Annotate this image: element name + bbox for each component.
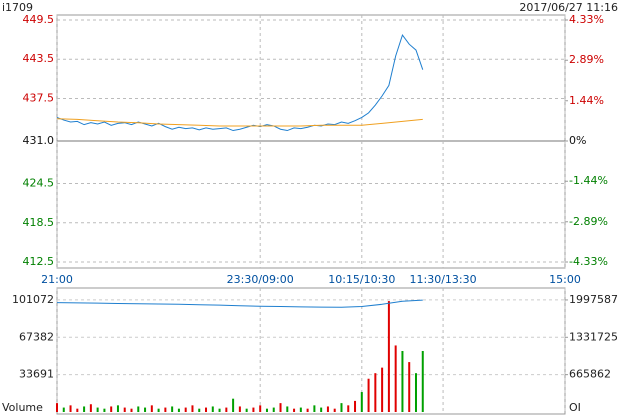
- volume-bar: [401, 351, 404, 412]
- y-tick-label: 67382: [19, 330, 54, 343]
- volume-bar: [89, 404, 92, 412]
- volume-bar: [191, 405, 194, 412]
- volume-bar: [333, 408, 336, 412]
- volume-bar: [69, 405, 72, 412]
- volume-bar: [245, 408, 248, 412]
- volume-bar: [205, 407, 208, 412]
- volume-label: Volume: [2, 401, 43, 414]
- volume-bar: [326, 406, 329, 412]
- y-tick-label: 418.5: [23, 216, 55, 229]
- y2-tick-label: -4.33%: [569, 255, 608, 268]
- datetime: 2017/06/27 11:16: [519, 1, 618, 14]
- volume-bar: [218, 408, 221, 412]
- volume-bar: [360, 392, 363, 412]
- volume-bar: [306, 408, 309, 412]
- x-tick-label: 21:00: [41, 273, 73, 286]
- volume-bar: [171, 406, 174, 412]
- y-tick-label: 424.5: [23, 177, 55, 190]
- volume-bar: [414, 373, 417, 412]
- volume-bar: [103, 408, 106, 412]
- volume-bar: [272, 407, 275, 412]
- volume-bar: [96, 407, 99, 412]
- volume-bar: [408, 362, 411, 412]
- volume-bar: [76, 408, 79, 412]
- volume-bar: [83, 406, 86, 412]
- volume-bar: [157, 408, 160, 412]
- x-tick-label: 10:15/10:30: [328, 273, 395, 286]
- x-tick-label: 15:00: [549, 273, 581, 286]
- y-tick-label: 431.0: [23, 134, 55, 147]
- volume-bar: [116, 405, 119, 412]
- volume-bar: [381, 367, 384, 412]
- y2-tick-label: 2.89%: [569, 53, 604, 66]
- volume-bar: [130, 408, 133, 412]
- volume-bar: [293, 408, 296, 412]
- symbol: i1709: [2, 1, 33, 14]
- volume-bar: [340, 403, 343, 412]
- y-tick-label: 449.5: [23, 13, 55, 26]
- y2-tick-label: 0%: [569, 134, 586, 147]
- volume-bar: [198, 408, 201, 412]
- volume-bar: [238, 406, 241, 412]
- volume-bar: [137, 406, 140, 412]
- oi-line: [56, 299, 423, 308]
- volume-bar: [259, 405, 262, 412]
- volume-bar: [313, 405, 316, 412]
- volume-bar: [232, 398, 235, 412]
- volume-bar: [164, 407, 167, 412]
- volume-bar: [110, 406, 113, 412]
- volume-bar: [421, 351, 424, 412]
- x-tick-label: 11:30/13:30: [410, 273, 477, 286]
- volume-bar: [347, 405, 350, 412]
- volume-bar: [144, 407, 147, 412]
- y-tick-label: 33691: [19, 368, 54, 381]
- volume-bar: [320, 407, 323, 412]
- y-tick-label: 101072: [12, 293, 54, 306]
- y2-tick-label: -2.89%: [569, 215, 608, 228]
- volume-bar: [225, 407, 228, 412]
- volume-bar: [374, 373, 377, 412]
- volume-bar: [252, 407, 255, 412]
- volume-bar: [299, 407, 302, 412]
- y-tick-label: 412.5: [23, 255, 55, 268]
- volume-bar: [123, 407, 126, 412]
- volume-bar: [184, 407, 187, 412]
- volume-bar: [265, 408, 268, 412]
- volume-bar: [367, 378, 370, 412]
- y2-tick-label: 1331725: [569, 330, 618, 343]
- volume-bar: [394, 345, 397, 412]
- volume-bar: [286, 406, 289, 412]
- price-line: [56, 33, 424, 132]
- volume-bar: [56, 403, 58, 412]
- y2-tick-label: 1997587: [569, 293, 618, 306]
- volume-bar: [387, 301, 390, 412]
- volume-bar: [62, 407, 65, 412]
- y2-tick-label: 4.33%: [569, 13, 604, 26]
- y2-tick-label: 1.44%: [569, 94, 604, 107]
- y-tick-label: 437.5: [23, 91, 55, 104]
- x-tick-label: 23:30/09:00: [227, 273, 294, 286]
- volume-bar: [177, 408, 180, 412]
- y2-tick-label: -1.44%: [569, 174, 608, 187]
- oi-label: OI: [569, 401, 581, 414]
- volume-bar: [279, 403, 282, 412]
- volume-bar: [211, 406, 214, 412]
- y2-tick-label: 665862: [569, 368, 611, 381]
- volume-bar: [150, 405, 153, 412]
- volume-bar: [354, 400, 357, 412]
- y-tick-label: 443.5: [23, 52, 55, 65]
- price-line: [56, 118, 423, 127]
